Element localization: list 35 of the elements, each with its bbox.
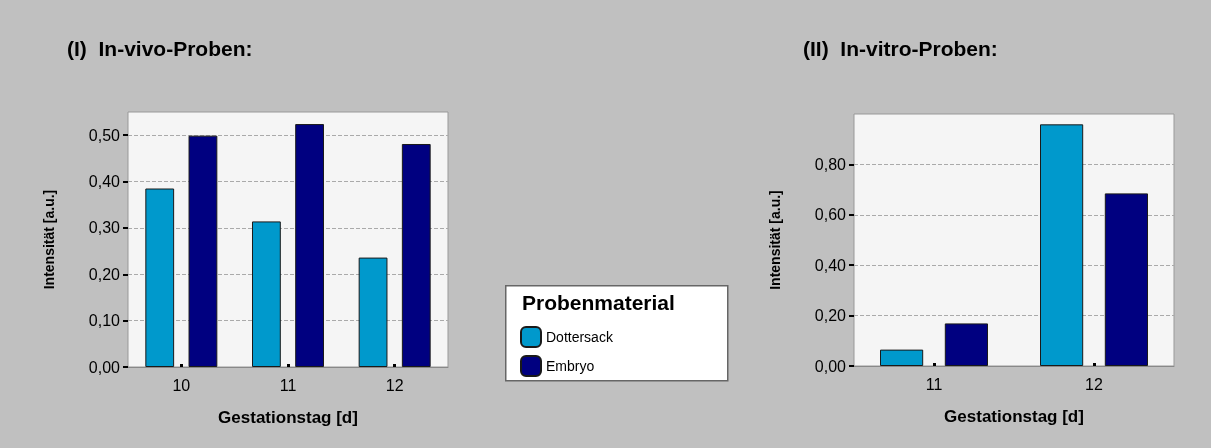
y-tick-label: 0,10 <box>88 312 121 330</box>
bar <box>944 323 988 366</box>
y-tick-label: 0,40 <box>88 173 121 191</box>
y-tick-label: 0,80 <box>814 155 847 173</box>
chart-title: (I) In-vivo-Proben: <box>67 37 253 60</box>
bar <box>145 188 175 367</box>
y-tick-label: 0,20 <box>814 307 847 325</box>
y-tick-label: 0,20 <box>88 265 121 283</box>
x-tick-label: 12 <box>385 376 404 394</box>
y-tick-label: 0,30 <box>88 219 121 237</box>
legend-title: Probenmaterial <box>522 291 675 314</box>
bar <box>401 143 431 367</box>
bar <box>358 257 388 367</box>
bar <box>1040 124 1084 366</box>
bar <box>1104 193 1148 366</box>
x-tick-label: 11 <box>925 375 943 393</box>
bar <box>880 349 924 366</box>
bar <box>295 124 324 367</box>
bar <box>188 135 218 367</box>
y-tick-label: 0,40 <box>814 256 847 274</box>
x-tick-label: 10 <box>172 376 191 394</box>
y-axis-title: Intensität [a.u.] <box>41 189 57 290</box>
legend-label: Dottersack <box>546 329 614 345</box>
chart-title: (II) In-vitro-Proben: <box>803 37 998 60</box>
x-tick-label: 11 <box>279 376 297 394</box>
x-tick-label: 12 <box>1085 375 1103 393</box>
bar <box>252 221 281 367</box>
y-axis-title: Intensität [a.u.] <box>767 190 783 290</box>
x-axis-title: Gestationstag [d] <box>944 407 1084 426</box>
y-tick-label: 0,00 <box>814 357 847 375</box>
y-tick-label: 0,00 <box>88 358 121 376</box>
legend-label: Embryo <box>546 358 595 374</box>
y-tick-label: 0,60 <box>814 206 847 224</box>
y-tick-label: 0,50 <box>88 126 121 144</box>
x-axis-title: Gestationstag [d] <box>218 408 358 427</box>
